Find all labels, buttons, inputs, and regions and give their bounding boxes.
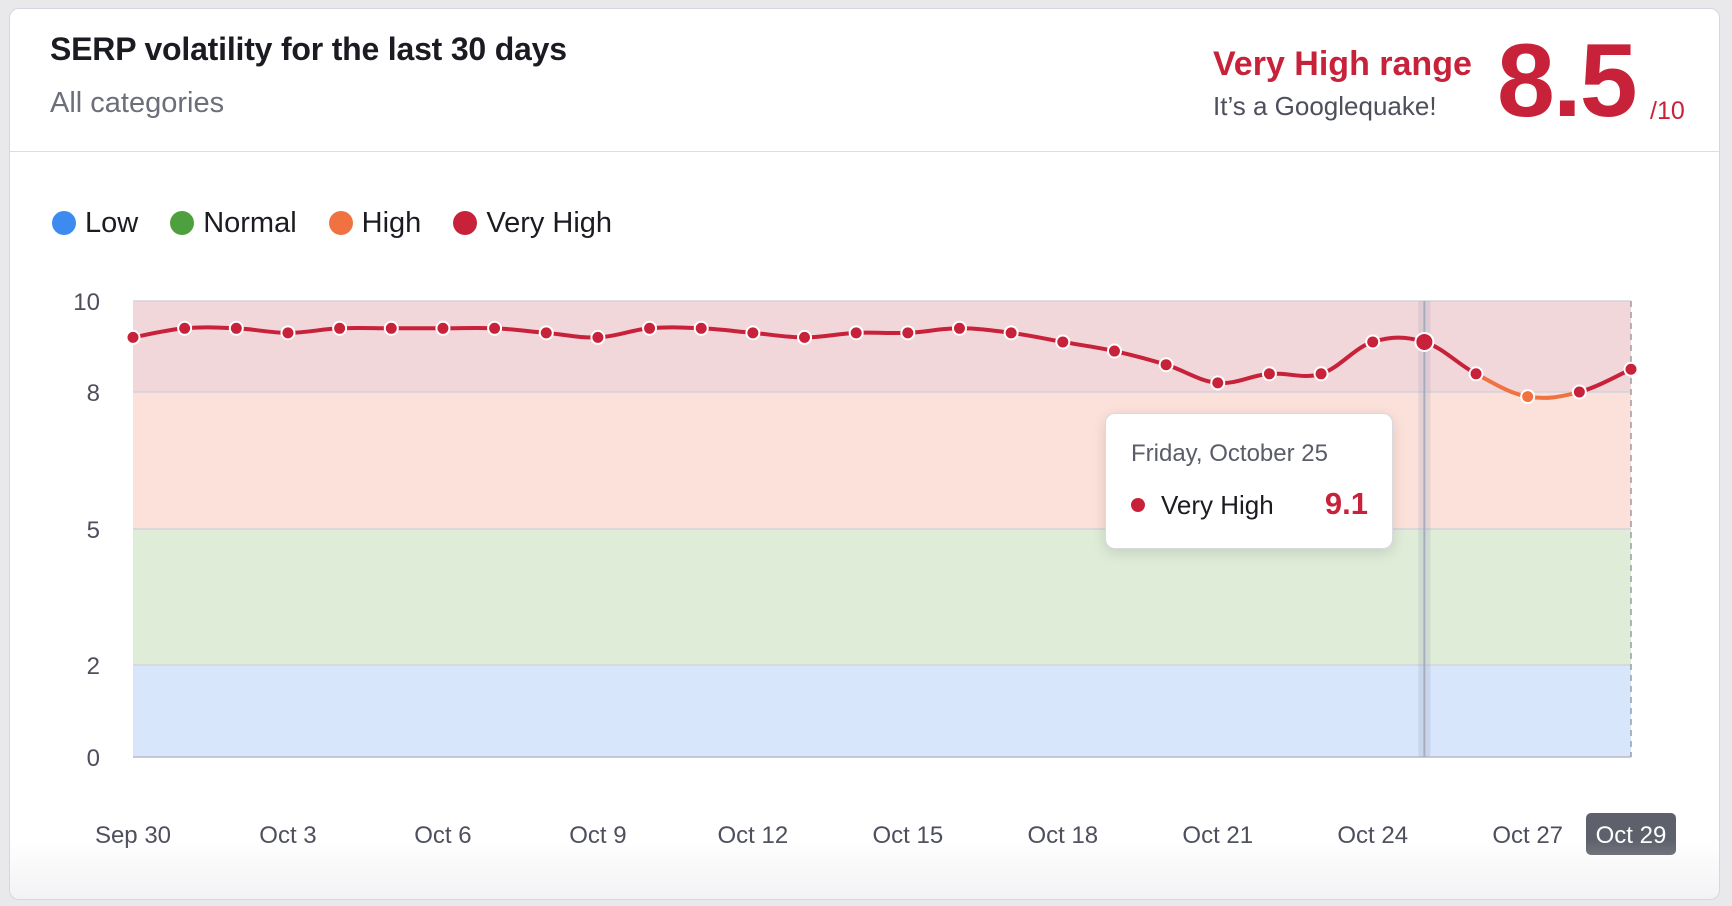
data-point [1158,357,1174,373]
serp-volatility-card: SERP volatility for the last 30 days All… [9,8,1720,900]
y-tick-label: 2 [87,653,100,680]
x-tick-label: Oct 12 [718,822,789,849]
x-tick-label-highlighted: Oct 29 [1596,822,1667,849]
x-tick-label: Oct 27 [1492,822,1563,849]
data-point [1520,389,1536,405]
legend-dot-very-high [453,211,478,235]
series-line-segment [1267,371,1324,378]
data-point [900,325,916,341]
data-point [1055,334,1071,350]
chart-tooltip: Friday, October 25 Very High 9.1 [1105,413,1393,549]
y-tick-label: 10 [73,289,100,316]
y-tick-label: 5 [87,517,100,544]
legend-label-normal: Normal [203,206,297,239]
x-tick-label: Oct 3 [259,822,316,849]
legend-item-high[interactable]: High [328,206,422,240]
volatility-score-max: /10 [1650,97,1685,125]
legend-label-low: Low [85,206,139,239]
legend-label-very-high: Very High [486,206,613,239]
legend-item-normal[interactable]: Normal [170,206,297,240]
x-tick-label: Oct 9 [569,822,626,849]
chart-legend: Low Normal High Very High [52,205,644,241]
legend-label-high: High [361,206,422,239]
data-point [1468,366,1484,382]
tooltip-date: Friday, October 25 [1131,440,1328,467]
tooltip-series-label: Very High [1161,490,1274,520]
series-line-segment [182,325,239,331]
data-point [487,320,503,336]
data-point [383,320,399,336]
y-tick-label: 0 [87,745,100,772]
data-point [1414,331,1435,352]
data-point [538,325,554,341]
volatility-range-label: Very High range [1213,45,1472,83]
data-point [1003,325,1019,341]
data-point [951,320,967,336]
legend-dot-high [328,211,353,235]
page-title: SERP volatility for the last 30 days [50,31,567,67]
data-point [590,329,606,345]
legend-dot-low [52,211,76,235]
band-normal [133,529,1631,665]
band-high [133,392,1631,529]
tooltip-value: 9.1 [1324,486,1368,521]
data-point [1365,334,1381,350]
data-point [1210,375,1226,391]
data-point [1571,384,1587,400]
band-very-high [133,301,1631,392]
legend-dot-normal [170,211,195,235]
card-header: SERP volatility for the last 30 days All… [10,9,1719,152]
volatility-score: 8.5 [1497,23,1638,139]
data-point [177,320,193,336]
y-tick-label: 8 [87,380,100,407]
data-point [1261,366,1277,382]
volatility-range-description: It’s a Googlequake! [1213,91,1437,121]
data-point [435,320,451,336]
data-point [1313,366,1329,382]
x-tick-label: Oct 24 [1337,822,1408,849]
series-line-segment [647,325,704,331]
data-point [228,320,244,336]
x-tick-label: Oct 6 [414,822,471,849]
data-point [848,325,864,341]
x-tick-label: Sep 30 [95,822,171,849]
x-tick-label: Oct 21 [1182,822,1253,849]
x-tick-label: Oct 15 [872,822,943,849]
data-point [1623,361,1639,377]
data-point [332,320,348,336]
band-low [133,665,1631,757]
data-point [693,320,709,336]
data-point [797,329,813,345]
category-filter-label: All categories [50,87,225,119]
data-point [642,320,658,336]
legend-item-low[interactable]: Low [52,207,138,240]
data-point [745,325,761,341]
data-point [280,325,296,341]
data-point [125,329,141,345]
tooltip-series-dot [1131,498,1145,512]
data-point [1106,343,1122,359]
x-tick-label: Oct 18 [1027,822,1098,849]
volatility-line-chart[interactable]: 0 2 5 8 10 Sep 30 Oct 3 Oct 6 Oct 9 Oct 12 Oct 15 O… [10,9,1720,900]
legend-item-very-high[interactable]: Very High [453,207,612,240]
